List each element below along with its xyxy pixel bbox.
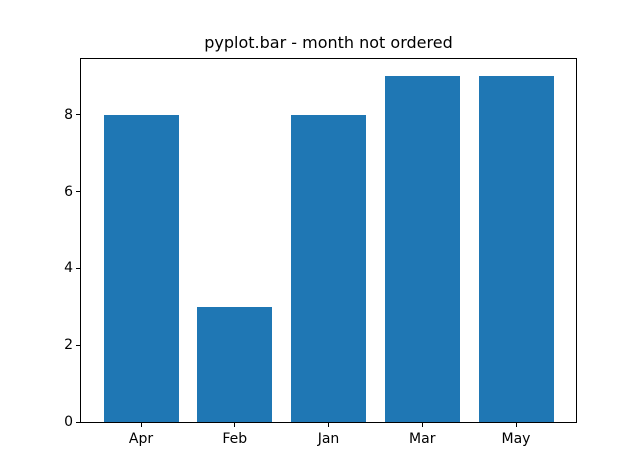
x-tick-label-feb: Feb [222, 431, 248, 447]
x-tick-mark [328, 423, 329, 427]
bar-feb [197, 306, 273, 422]
chart-title: pyplot.bar - month not ordered [204, 33, 453, 52]
x-tick-mark [234, 423, 236, 427]
y-tick-label: 6 [64, 183, 73, 200]
bar-apr [103, 114, 179, 422]
x-tick-label-apr: Apr [128, 431, 154, 447]
bar-jan [291, 114, 366, 422]
x-tick-label-mar: Mar [409, 431, 436, 447]
y-tick-label: 2 [64, 337, 73, 354]
x-tick-mark [515, 423, 517, 427]
bar-mar [384, 76, 460, 422]
x-tick-mark [421, 423, 423, 427]
x-tick-label-may: May [501, 431, 531, 447]
x-tick-label-jan: Jan [317, 431, 340, 447]
bar-may [478, 76, 554, 422]
y-tick-label: 8 [64, 106, 73, 123]
plot-area [80, 58, 577, 423]
x-tick-mark [140, 423, 142, 427]
y-tick-label: 4 [64, 260, 73, 277]
y-tick-label: 0 [64, 414, 73, 430]
